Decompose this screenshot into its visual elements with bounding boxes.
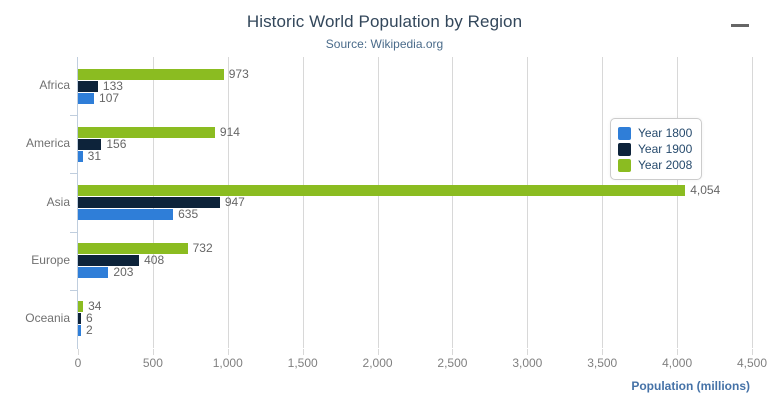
x-axis-tick xyxy=(302,349,304,355)
y-axis-category-label: Europe xyxy=(31,252,70,267)
y-axis-category-label: Oceania xyxy=(25,310,70,325)
x-axis-tick-label: 2,500 xyxy=(437,356,468,370)
bar-value-label: 107 xyxy=(99,90,120,105)
bar[interactable] xyxy=(78,196,220,208)
y-axis-tick xyxy=(70,289,77,291)
hamburger-bar-3 xyxy=(731,23,749,27)
y-axis-category-label: Africa xyxy=(39,78,70,93)
bar-value-label: 947 xyxy=(224,194,245,209)
bar[interactable] xyxy=(78,325,81,337)
gridline xyxy=(527,57,529,348)
x-axis-tick-label: 1,500 xyxy=(287,356,318,370)
bar[interactable] xyxy=(78,301,84,313)
bar-value-label: 635 xyxy=(178,206,199,221)
chart-title: Historic World Population by Region xyxy=(246,12,523,31)
bar[interactable] xyxy=(78,184,686,196)
x-axis-tick-label: 3,000 xyxy=(512,356,543,370)
bar[interactable] xyxy=(78,80,98,92)
x-axis-tick xyxy=(527,349,529,355)
x-axis-tick-label: 1,000 xyxy=(212,356,243,370)
bar[interactable] xyxy=(78,243,188,255)
bar-group: 732 408 203 xyxy=(78,232,752,290)
bar-group: 973 133 107 xyxy=(78,57,752,115)
gridline xyxy=(752,57,753,348)
legend-swatch-icon xyxy=(618,158,631,172)
bar[interactable] xyxy=(78,208,174,220)
gridline xyxy=(302,57,304,348)
x-axis-tick-label: 4,000 xyxy=(662,356,693,370)
bar-value-label: 973 xyxy=(228,66,249,81)
x-axis-tick-label: 0 xyxy=(74,356,82,370)
chart-subtitle: Source: Wikipedia.org xyxy=(325,37,444,51)
bar[interactable] xyxy=(78,313,81,325)
y-axis-tick xyxy=(70,231,77,233)
bar[interactable] xyxy=(78,150,83,162)
y-axis-line xyxy=(77,57,78,349)
hamburger-menu-icon[interactable] xyxy=(731,14,755,36)
legend-item[interactable]: Year 1900 xyxy=(618,141,692,157)
bar[interactable] xyxy=(78,92,95,104)
bar-value-label: 408 xyxy=(144,253,165,268)
y-axis-labels: Africa America Asia Europe Oceania xyxy=(0,0,70,416)
x-axis-tick xyxy=(227,349,229,355)
x-axis-tick-label: 2,000 xyxy=(362,356,393,370)
x-axis-tick xyxy=(677,349,679,355)
x-axis-tick-label: 3,500 xyxy=(587,356,618,370)
bar-group: 4,054 947 635 xyxy=(78,173,752,231)
bar-value-label: 2 xyxy=(86,323,93,338)
gridline xyxy=(377,57,379,348)
legend: Year 1800 Year 1900 Year 2008 xyxy=(610,118,703,180)
legend-item[interactable]: Year 1800 xyxy=(618,125,692,141)
x-axis-tick xyxy=(752,349,753,355)
bar-value-label: 203 xyxy=(113,265,134,280)
bar-value-label: 732 xyxy=(192,241,213,256)
legend-swatch-icon xyxy=(618,142,631,156)
bar-value-label: 914 xyxy=(219,124,240,139)
bar[interactable] xyxy=(78,68,224,80)
legend-item-label: Year 2008 xyxy=(638,158,693,172)
gridline xyxy=(677,57,679,348)
bar-value-label: 133 xyxy=(102,78,123,93)
bar-group: 34 6 2 xyxy=(78,290,752,348)
gridline xyxy=(602,57,604,348)
bar-value-label: 4,054 xyxy=(690,182,721,197)
x-axis-tick xyxy=(377,349,379,355)
gridline xyxy=(227,57,229,348)
plot-area: 973 133 107 914 156 31 4,054 947 635 732 408 203 34 6… xyxy=(78,57,753,348)
bar[interactable] xyxy=(78,255,140,267)
gridline xyxy=(452,57,454,348)
x-axis-tick-label: 4,500 xyxy=(736,356,768,370)
bar-value-label: 31 xyxy=(87,148,101,163)
x-axis-tick-label: 500 xyxy=(142,356,163,370)
bar[interactable] xyxy=(78,267,109,279)
bar-value-label: 156 xyxy=(106,136,127,151)
y-axis-tick xyxy=(70,115,77,117)
x-axis-tick xyxy=(78,349,79,355)
y-axis-tick xyxy=(70,173,77,175)
x-axis-title: Population (millions) xyxy=(631,379,750,393)
x-axis-tick xyxy=(152,349,154,355)
legend-item-label: Year 1800 xyxy=(638,126,693,140)
bar[interactable] xyxy=(78,126,215,138)
y-axis-category-label: America xyxy=(25,136,70,151)
bar-value-label: 6 xyxy=(86,311,93,326)
x-axis-tick xyxy=(602,349,604,355)
bar-group: 914 156 31 xyxy=(78,115,752,173)
x-axis-tick xyxy=(452,349,454,355)
bar[interactable] xyxy=(78,138,102,150)
bar-value-label: 34 xyxy=(88,299,102,314)
legend-item[interactable]: Year 2008 xyxy=(618,157,692,173)
y-axis-category-label: Asia xyxy=(46,194,70,209)
legend-item-label: Year 1900 xyxy=(638,142,693,156)
legend-swatch-icon xyxy=(618,126,631,140)
